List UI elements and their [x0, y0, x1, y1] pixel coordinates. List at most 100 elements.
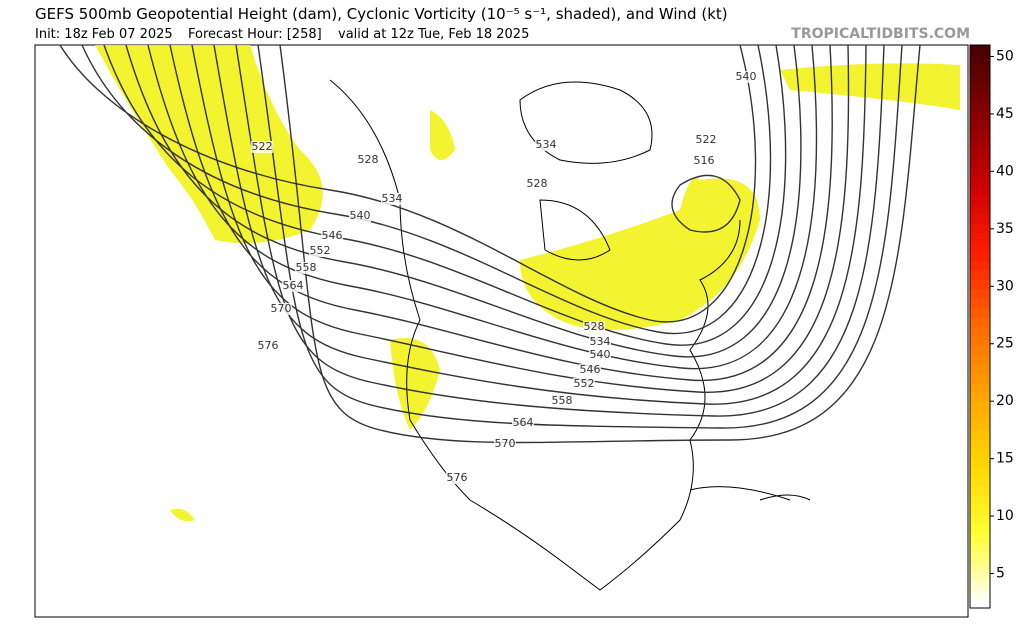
contour-label: 546 [580, 363, 601, 376]
contour-label-bg [573, 378, 595, 390]
contour-label: 576 [447, 471, 468, 484]
colorbar-segment [970, 476, 990, 487]
contour-label: 534 [536, 138, 557, 151]
colorbar-tick-label: 35 [996, 221, 1014, 237]
contour-label: 558 [552, 394, 573, 407]
colorbar-segment [970, 354, 990, 365]
colorbar-segment [970, 570, 990, 581]
contour-label-bg [257, 340, 279, 352]
colorbar-tick-label: 25 [996, 336, 1014, 352]
colorbar-segment [970, 514, 990, 525]
contour-label-bg [321, 230, 343, 242]
valid-time: valid at 12z Tue, Feb 18 2025 [338, 27, 529, 42]
colorbar-tick-label: 50 [996, 48, 1014, 64]
colorbar-segment [970, 504, 990, 515]
colorbar-segment [970, 542, 990, 553]
colorbar-segment [970, 457, 990, 468]
colorbar-segment [970, 270, 990, 281]
height-contours [59, 44, 921, 444]
contour-label: 570 [271, 302, 292, 315]
colorbar-segment [970, 195, 990, 206]
colorbar-segment [970, 551, 990, 562]
contour-label: 540 [736, 70, 757, 83]
contour-label: 540 [590, 348, 611, 361]
colorbar-segment [970, 138, 990, 149]
colorbar-segment [970, 54, 990, 65]
colorbar-tick-label: 40 [996, 163, 1014, 179]
contour-label-bg [695, 134, 717, 146]
contour-label: 570 [495, 437, 516, 450]
colorbar-segment [970, 73, 990, 84]
contour-label: 564 [513, 416, 534, 429]
contour-label-bg [357, 154, 379, 166]
contour-line [279, 44, 921, 444]
contour-label: 534 [590, 335, 611, 348]
colorbar-segment [970, 326, 990, 337]
colorbar-segment [970, 364, 990, 374]
colorbar-frame [969, 44, 991, 609]
colorbar-segment [970, 448, 990, 459]
colorbar-segment [970, 242, 990, 252]
contour-label: 528 [358, 153, 379, 166]
colorbar-segment [970, 251, 990, 262]
colorbar-segment [970, 91, 990, 102]
contour-label: 528 [584, 320, 605, 333]
colorbar-segment [970, 523, 990, 534]
contour-line [257, 44, 903, 429]
colorbar-segment [970, 307, 990, 318]
contour-label: 516 [694, 154, 715, 167]
colorbar-tick-label: 10 [996, 508, 1014, 524]
colorbar-segment [970, 589, 990, 600]
colorbar-segment [970, 401, 990, 412]
colorbar-segment [970, 63, 990, 74]
colorbar-segment [970, 429, 990, 440]
contour-line [213, 44, 867, 405]
colorbar-segment [970, 148, 990, 159]
colorbar-segment [970, 82, 990, 93]
contour-line [169, 44, 833, 382]
contour-label-bg [735, 71, 757, 83]
colorbar-segment [970, 579, 990, 590]
colorbar-segment [970, 260, 990, 271]
contour-label-bg [551, 395, 573, 407]
contour-label-bg [446, 472, 468, 484]
contour-label-bg [309, 245, 331, 257]
colorbar-segment [970, 532, 990, 543]
colorbar-segment [970, 298, 990, 309]
contour-label-bg [526, 178, 548, 190]
colorbar-segment [970, 129, 990, 140]
contour-label: 546 [322, 229, 343, 242]
contour-label-bg [579, 364, 601, 376]
contour-label-bg [512, 417, 534, 429]
colorbar-segment [970, 157, 990, 168]
contour-label: 552 [574, 377, 595, 390]
colorbar-tick-label: 20 [996, 393, 1014, 409]
contour-label: 528 [527, 177, 548, 190]
site: TROPICALTIDBITS.COM [791, 26, 970, 42]
contour-label-bg [270, 303, 292, 315]
vorticity-shading [95, 45, 960, 522]
contour-label-bg [295, 262, 317, 274]
colorbar-segment [970, 317, 990, 327]
contour-label: 534 [382, 192, 403, 205]
colorbar-segment [970, 598, 990, 609]
contour-label: 540 [350, 209, 371, 222]
colorbar-segment [970, 101, 990, 112]
colorbar-segment [970, 345, 990, 356]
colorbar-tick-label: 45 [996, 106, 1014, 122]
contour-label: 564 [283, 279, 304, 292]
colorbar-segment [970, 185, 990, 196]
contour-label-bg [381, 193, 403, 205]
contour-label: 552 [310, 244, 331, 257]
colorbar-segment [970, 561, 990, 571]
contour-label: 576 [258, 339, 279, 352]
colorbar-segment [970, 279, 990, 290]
contour-label: 522 [696, 133, 717, 146]
init: Init: 18z Feb 07 2025 [35, 27, 173, 42]
contour-label-bg [282, 280, 304, 292]
contour-label: 558 [296, 261, 317, 274]
contour-line [191, 44, 850, 393]
colorbar-segment [970, 110, 990, 121]
colorbar-segment [970, 213, 990, 224]
